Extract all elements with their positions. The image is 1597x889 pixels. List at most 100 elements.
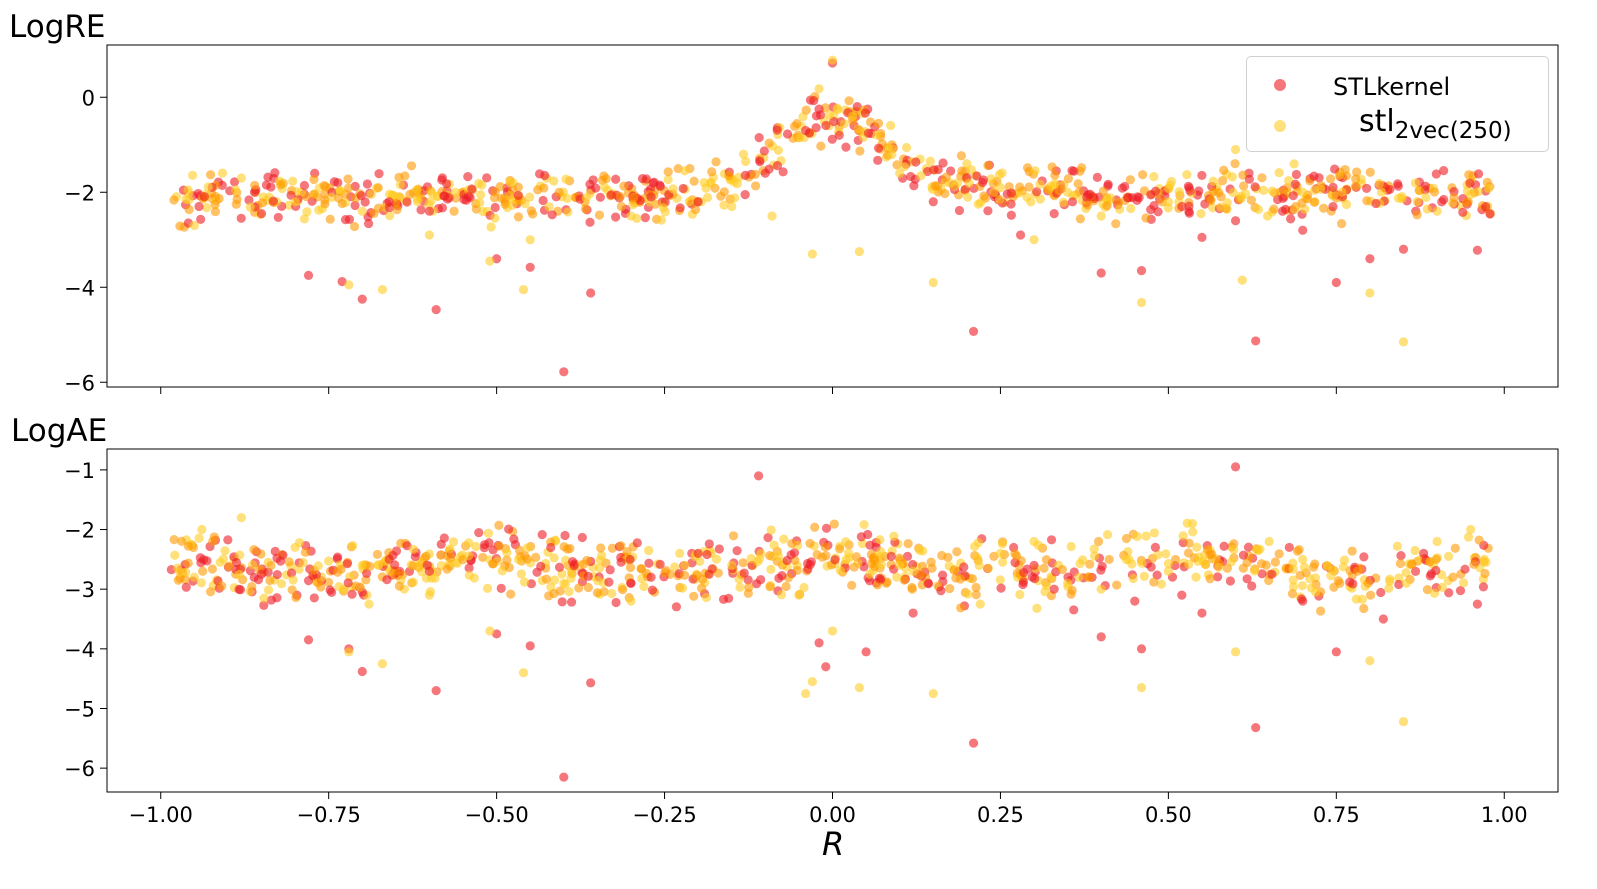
scatter-point xyxy=(937,550,947,561)
scatter-point xyxy=(544,591,554,601)
point-stlkernel xyxy=(693,548,703,558)
point-stl2vec xyxy=(928,277,938,288)
scatter-point xyxy=(755,156,765,167)
scatter-point xyxy=(195,553,205,563)
scatter-point xyxy=(959,562,969,572)
x-tick-label: −0.25 xyxy=(632,803,696,827)
scatter-point xyxy=(640,212,650,223)
point-stlkernel xyxy=(841,142,851,152)
scatter-point xyxy=(1396,551,1406,561)
scatter-point xyxy=(531,552,541,562)
scatter-point xyxy=(259,593,269,603)
scatter-point xyxy=(325,214,335,224)
point-stlkernel xyxy=(1230,462,1241,472)
logae-panel-title: LogAE xyxy=(11,413,108,449)
scatter-point xyxy=(997,539,1008,549)
scatter-point xyxy=(450,187,461,197)
scatter-point xyxy=(583,571,593,581)
scatter-point xyxy=(169,535,179,545)
scatter-point xyxy=(1274,167,1284,178)
scatter-point xyxy=(1050,170,1060,180)
point-stl2vec xyxy=(1063,187,1073,197)
point-stl2vec xyxy=(1298,187,1308,197)
point-stl2vec xyxy=(962,159,972,169)
scatter-point xyxy=(668,184,678,194)
point-stlkernel xyxy=(384,554,394,564)
scatter-point xyxy=(1463,532,1474,542)
scatter-point xyxy=(1219,165,1229,175)
scatter-point xyxy=(1153,207,1163,217)
scatter-point xyxy=(1306,583,1316,593)
scatter-point xyxy=(870,555,880,565)
scatter-point xyxy=(488,559,498,569)
scatter-point xyxy=(738,558,748,568)
y-tick-label: −1 xyxy=(64,459,95,483)
scatter-point xyxy=(1093,536,1104,547)
scatter-point xyxy=(739,568,749,578)
scatter-point xyxy=(1458,207,1468,217)
scatter-point xyxy=(677,583,688,593)
scatter-point xyxy=(507,200,518,210)
scatter-point xyxy=(769,540,779,550)
scatter-point xyxy=(799,582,809,593)
scatter-point xyxy=(245,586,255,596)
scatter-point xyxy=(1309,171,1319,181)
scatter-point xyxy=(714,544,724,554)
scatter-point xyxy=(194,533,204,543)
scatter-point xyxy=(1288,564,1298,574)
scatter-point xyxy=(606,190,616,200)
scatter-point xyxy=(983,563,993,573)
scatter-point xyxy=(1290,204,1300,215)
scatter-point xyxy=(294,564,304,574)
scatter-point xyxy=(607,543,617,553)
point-stlkernel xyxy=(754,471,764,481)
point-stlkernel xyxy=(424,566,435,576)
point-stlkernel xyxy=(928,197,938,207)
scatter-point xyxy=(480,540,490,550)
point-stlkernel xyxy=(1331,277,1341,288)
scatter-point xyxy=(873,118,884,128)
scatter-point xyxy=(347,589,357,599)
point-stl2vec xyxy=(928,688,938,699)
scatter-point xyxy=(1075,214,1085,224)
scatter-point xyxy=(671,602,682,612)
scatter-point xyxy=(270,168,280,178)
scatter-point xyxy=(1350,181,1361,191)
scatter-point xyxy=(268,196,278,206)
point-stlkernel xyxy=(1277,206,1288,216)
point-stl2vec xyxy=(485,256,495,266)
scatter-point xyxy=(983,160,993,171)
scatter-point xyxy=(539,183,549,193)
scatter-point xyxy=(691,204,701,215)
scatter-point xyxy=(963,192,973,202)
scatter-point xyxy=(978,175,989,185)
point-stlkernel xyxy=(1177,590,1187,600)
scatter-point xyxy=(937,570,948,580)
scatter-point xyxy=(335,186,345,196)
point-stlkernel xyxy=(586,678,596,688)
scatter-point xyxy=(461,195,472,205)
scatter-point xyxy=(1305,574,1315,584)
scatter-point xyxy=(607,588,617,599)
scatter-point xyxy=(1197,170,1207,181)
point-stl2vec xyxy=(680,560,690,570)
scatter-point xyxy=(184,204,194,215)
scatter-point xyxy=(871,130,881,140)
scatter-point xyxy=(1397,192,1407,202)
scatter-point xyxy=(445,544,455,554)
scatter-point xyxy=(933,164,943,175)
scatter-point xyxy=(1205,574,1215,584)
scatter-point xyxy=(308,189,319,200)
scatter-point xyxy=(343,578,353,588)
scatter-point xyxy=(795,133,805,143)
scatter-point xyxy=(183,558,193,568)
scatter-point xyxy=(554,562,565,572)
scatter-point xyxy=(751,579,762,589)
scatter-point xyxy=(373,183,383,193)
x-tick-label: 0.75 xyxy=(1313,803,1360,827)
scatter-point xyxy=(1123,193,1133,203)
point-stlkernel xyxy=(1049,584,1059,594)
scatter-point xyxy=(899,162,910,172)
scatter-point xyxy=(856,532,866,542)
scatter-point xyxy=(941,172,951,182)
